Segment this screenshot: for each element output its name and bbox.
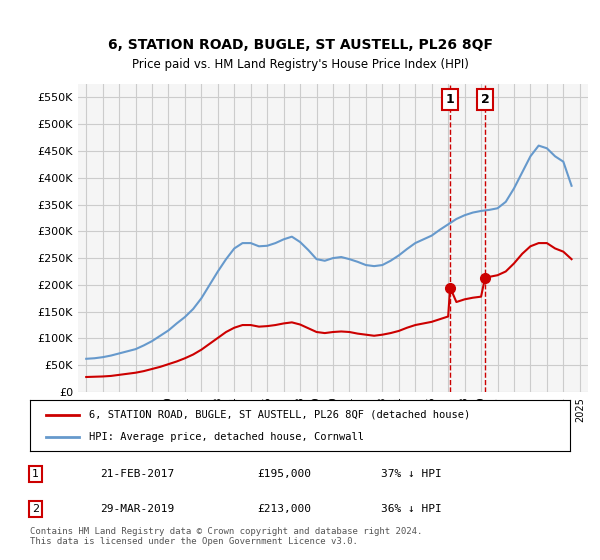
Text: 1: 1 (446, 93, 455, 106)
Text: 36% ↓ HPI: 36% ↓ HPI (381, 504, 442, 514)
Text: £195,000: £195,000 (257, 469, 311, 479)
Text: Contains HM Land Registry data © Crown copyright and database right 2024.
This d: Contains HM Land Registry data © Crown c… (30, 526, 422, 546)
Text: 37% ↓ HPI: 37% ↓ HPI (381, 469, 442, 479)
Text: £213,000: £213,000 (257, 504, 311, 514)
Text: 29-MAR-2019: 29-MAR-2019 (100, 504, 175, 514)
Text: 2: 2 (481, 93, 490, 106)
Text: 2: 2 (32, 504, 39, 514)
Text: HPI: Average price, detached house, Cornwall: HPI: Average price, detached house, Corn… (89, 432, 364, 442)
Text: 6, STATION ROAD, BUGLE, ST AUSTELL, PL26 8QF (detached house): 6, STATION ROAD, BUGLE, ST AUSTELL, PL26… (89, 409, 470, 419)
Text: 1: 1 (32, 469, 39, 479)
Text: 6, STATION ROAD, BUGLE, ST AUSTELL, PL26 8QF: 6, STATION ROAD, BUGLE, ST AUSTELL, PL26… (107, 38, 493, 52)
Text: 21-FEB-2017: 21-FEB-2017 (100, 469, 175, 479)
Text: Price paid vs. HM Land Registry's House Price Index (HPI): Price paid vs. HM Land Registry's House … (131, 58, 469, 71)
